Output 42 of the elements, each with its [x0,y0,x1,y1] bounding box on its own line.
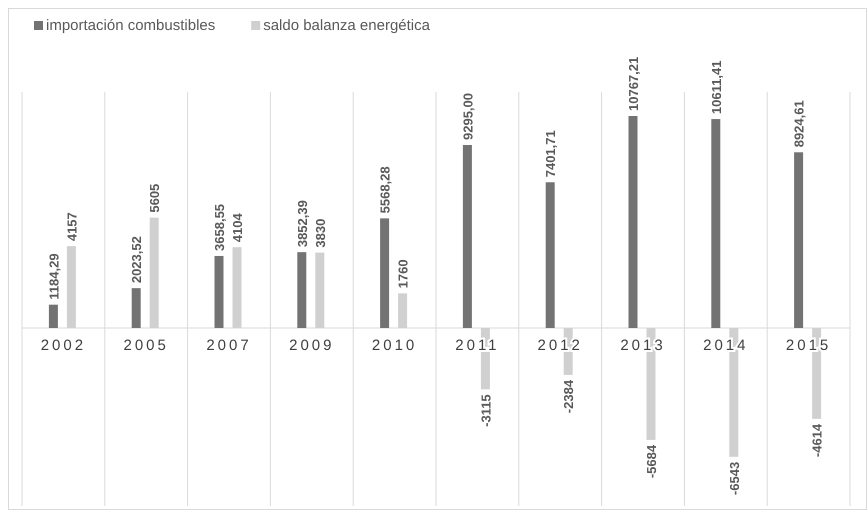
data-label: -6543 [726,462,742,496]
bar [546,182,555,328]
bar [297,252,306,328]
data-label: 4157 [64,212,80,242]
data-label: 2023,52 [129,236,144,284]
data-label: -2384 [561,379,576,414]
x-tick-label: 2010 [372,337,418,354]
data-label: 10767,21 [626,56,641,111]
x-tick-label: 2013 [620,337,666,354]
data-label: 1760 [396,259,411,288]
bar [214,256,224,328]
data-label: 1184,29 [46,253,62,300]
data-label: -3115 [478,394,494,427]
x-tick-label: 2015 [786,337,832,354]
data-label: 10611,41 [708,60,724,114]
x-tick-label: 2002 [40,337,86,354]
bar [711,119,720,328]
x-tick-label: 2009 [289,337,334,354]
data-label: 4104 [230,212,245,242]
bar [132,288,141,328]
bar [628,116,638,328]
bar [48,304,58,328]
data-label: 3830 [312,218,328,248]
legend-label: saldo balanza energética [263,17,431,34]
data-label: -4614 [810,423,825,458]
bar [380,218,390,328]
data-label: 5568,28 [378,166,393,214]
x-tick-label: 2014 [703,337,748,354]
data-label: 3852,39 [294,200,310,248]
x-tick-label: 2012 [538,337,583,354]
legend-label: importación combustibles [46,17,216,34]
data-label: -5684 [644,444,659,478]
data-label: 8924,61 [792,100,807,148]
data-label: 3658,55 [212,204,227,251]
data-label: 9295,00 [460,92,476,140]
x-tick-label: 2011 [455,337,500,354]
data-label: 7401,71 [543,130,558,178]
x-tick-label: 2007 [206,337,252,354]
x-tick-label: 2005 [124,337,169,354]
bar [462,144,472,328]
data-label: 5605 [147,184,162,213]
bar [794,152,804,328]
